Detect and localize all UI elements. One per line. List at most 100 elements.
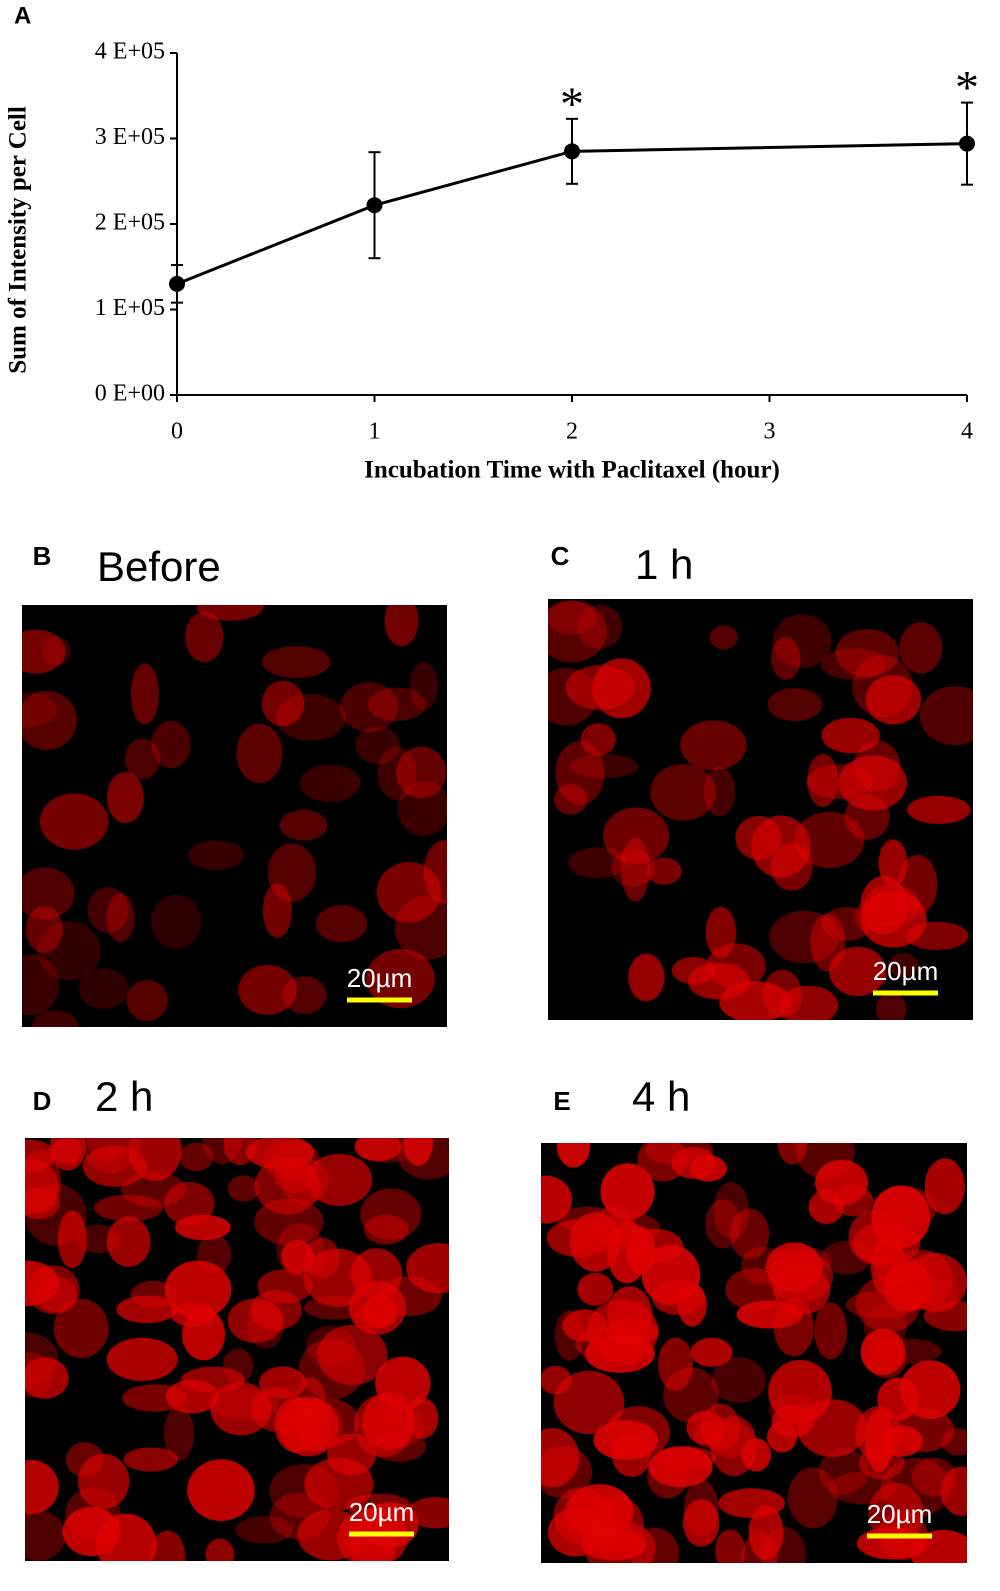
cell bbox=[372, 1430, 427, 1462]
cell bbox=[794, 811, 865, 868]
cell bbox=[396, 746, 447, 799]
cell bbox=[546, 1218, 612, 1258]
cell bbox=[919, 686, 973, 746]
cell bbox=[555, 741, 605, 805]
x-tick-label: 0 bbox=[171, 419, 183, 445]
y-tick-label: 0 E+00 bbox=[95, 381, 165, 407]
cell bbox=[715, 1529, 746, 1563]
cell bbox=[409, 661, 439, 711]
cell bbox=[187, 1459, 255, 1522]
panel-title: Before bbox=[97, 543, 221, 590]
x-tick-label: 1 bbox=[369, 419, 381, 445]
cell bbox=[25, 1459, 59, 1515]
cell bbox=[22, 629, 66, 674]
cell bbox=[829, 1471, 897, 1505]
panel-label: E bbox=[553, 1086, 570, 1116]
cell bbox=[605, 1318, 659, 1346]
cell bbox=[541, 1365, 572, 1395]
cell bbox=[25, 1510, 66, 1561]
scale-bar-label: 20µm bbox=[349, 1497, 415, 1527]
cell bbox=[355, 726, 400, 764]
cell bbox=[682, 1499, 720, 1547]
cell bbox=[835, 629, 900, 677]
cell bbox=[87, 1138, 129, 1161]
cell bbox=[907, 795, 971, 824]
cell bbox=[210, 1382, 272, 1436]
cell bbox=[637, 1143, 689, 1182]
cell bbox=[82, 1138, 140, 1174]
cell bbox=[688, 962, 750, 1000]
cell bbox=[384, 605, 419, 647]
cell bbox=[151, 720, 191, 769]
cell bbox=[683, 1479, 719, 1537]
cell bbox=[22, 954, 59, 1016]
cell bbox=[197, 1234, 232, 1275]
y-tick-label: 1 E+05 bbox=[95, 295, 165, 321]
cells bbox=[22, 605, 447, 1027]
cell bbox=[940, 1466, 967, 1516]
cell bbox=[196, 605, 264, 621]
cell bbox=[829, 946, 887, 997]
cell bbox=[713, 1182, 750, 1239]
cell bbox=[397, 781, 447, 836]
cell bbox=[580, 1527, 647, 1561]
cell bbox=[600, 1163, 655, 1220]
cell bbox=[185, 611, 224, 662]
cell bbox=[663, 1367, 719, 1423]
cell bbox=[890, 1407, 955, 1453]
cell bbox=[352, 1303, 393, 1330]
y-tick-label: 2 E+05 bbox=[95, 210, 165, 236]
cell bbox=[818, 1448, 869, 1495]
micrograph: 20µm bbox=[22, 605, 447, 1027]
cell bbox=[807, 753, 839, 808]
cell bbox=[300, 764, 361, 803]
cell bbox=[65, 1442, 104, 1478]
data-point bbox=[366, 197, 383, 214]
cell bbox=[164, 1260, 232, 1319]
cell bbox=[179, 1142, 214, 1172]
cell bbox=[25, 1352, 54, 1398]
cell bbox=[163, 1181, 215, 1226]
cell bbox=[82, 1145, 147, 1187]
cell bbox=[163, 1406, 195, 1461]
cell bbox=[873, 1338, 942, 1364]
cell bbox=[149, 1530, 186, 1561]
cell bbox=[770, 842, 813, 891]
cell bbox=[838, 755, 908, 811]
cell bbox=[130, 1280, 177, 1308]
cell bbox=[926, 1279, 959, 1313]
cell bbox=[238, 964, 297, 1015]
cell bbox=[354, 1138, 402, 1162]
cell bbox=[95, 1513, 157, 1561]
cell bbox=[592, 658, 651, 719]
cell bbox=[705, 1199, 741, 1249]
cell bbox=[767, 688, 823, 722]
cell bbox=[899, 622, 943, 674]
cell bbox=[646, 857, 682, 885]
cell bbox=[641, 1244, 701, 1305]
cell bbox=[709, 625, 738, 650]
cell bbox=[821, 717, 880, 754]
cell bbox=[130, 663, 159, 725]
cell bbox=[292, 1398, 361, 1448]
x-tick-label: 3 bbox=[764, 419, 776, 445]
cell bbox=[600, 1213, 661, 1244]
cell bbox=[690, 1337, 733, 1367]
cell bbox=[553, 1370, 625, 1435]
cell bbox=[126, 979, 168, 1022]
cell bbox=[860, 1328, 906, 1375]
cell bbox=[621, 837, 650, 902]
cell bbox=[106, 893, 135, 943]
cell bbox=[279, 809, 328, 841]
cell bbox=[364, 1214, 409, 1245]
panel-label: D bbox=[33, 1086, 52, 1116]
cell bbox=[281, 1240, 314, 1274]
data-point bbox=[169, 275, 185, 292]
cell bbox=[262, 883, 292, 938]
cell bbox=[52, 1138, 82, 1165]
cell bbox=[106, 1337, 178, 1381]
cell bbox=[124, 738, 161, 779]
cell bbox=[123, 1447, 179, 1472]
cell bbox=[377, 746, 417, 800]
cell bbox=[165, 1379, 220, 1414]
